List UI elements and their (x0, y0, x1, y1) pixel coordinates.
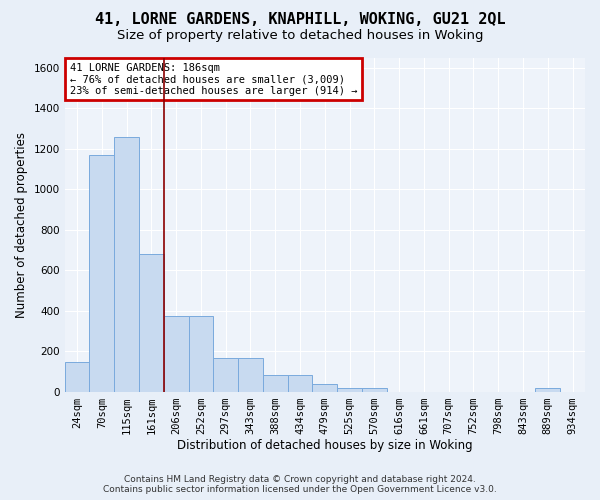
Text: Size of property relative to detached houses in Woking: Size of property relative to detached ho… (117, 29, 483, 42)
Bar (337, 388, 362, 392)
Bar (114, 138, 139, 392)
Bar (65, 362, 89, 392)
Bar (362, 388, 387, 392)
X-axis label: Distribution of detached houses by size in Woking: Distribution of detached houses by size … (177, 440, 473, 452)
Text: Contains HM Land Registry data © Crown copyright and database right 2024.
Contai: Contains HM Land Registry data © Crown c… (103, 474, 497, 494)
Bar (89, 154, 114, 392)
Bar (139, 254, 164, 392)
Bar (287, 375, 313, 392)
Bar (313, 384, 337, 392)
Text: 41, LORNE GARDENS, KNAPHILL, WOKING, GU21 2QL: 41, LORNE GARDENS, KNAPHILL, WOKING, GU2… (95, 12, 505, 28)
Bar (263, 375, 287, 392)
Bar (214, 358, 238, 392)
Bar (188, 316, 214, 392)
Bar (164, 316, 188, 392)
Y-axis label: Number of detached properties: Number of detached properties (15, 132, 28, 318)
Bar (535, 388, 560, 392)
Bar (238, 358, 263, 392)
Text: 41 LORNE GARDENS: 186sqm
← 76% of detached houses are smaller (3,009)
23% of sem: 41 LORNE GARDENS: 186sqm ← 76% of detach… (70, 62, 358, 96)
